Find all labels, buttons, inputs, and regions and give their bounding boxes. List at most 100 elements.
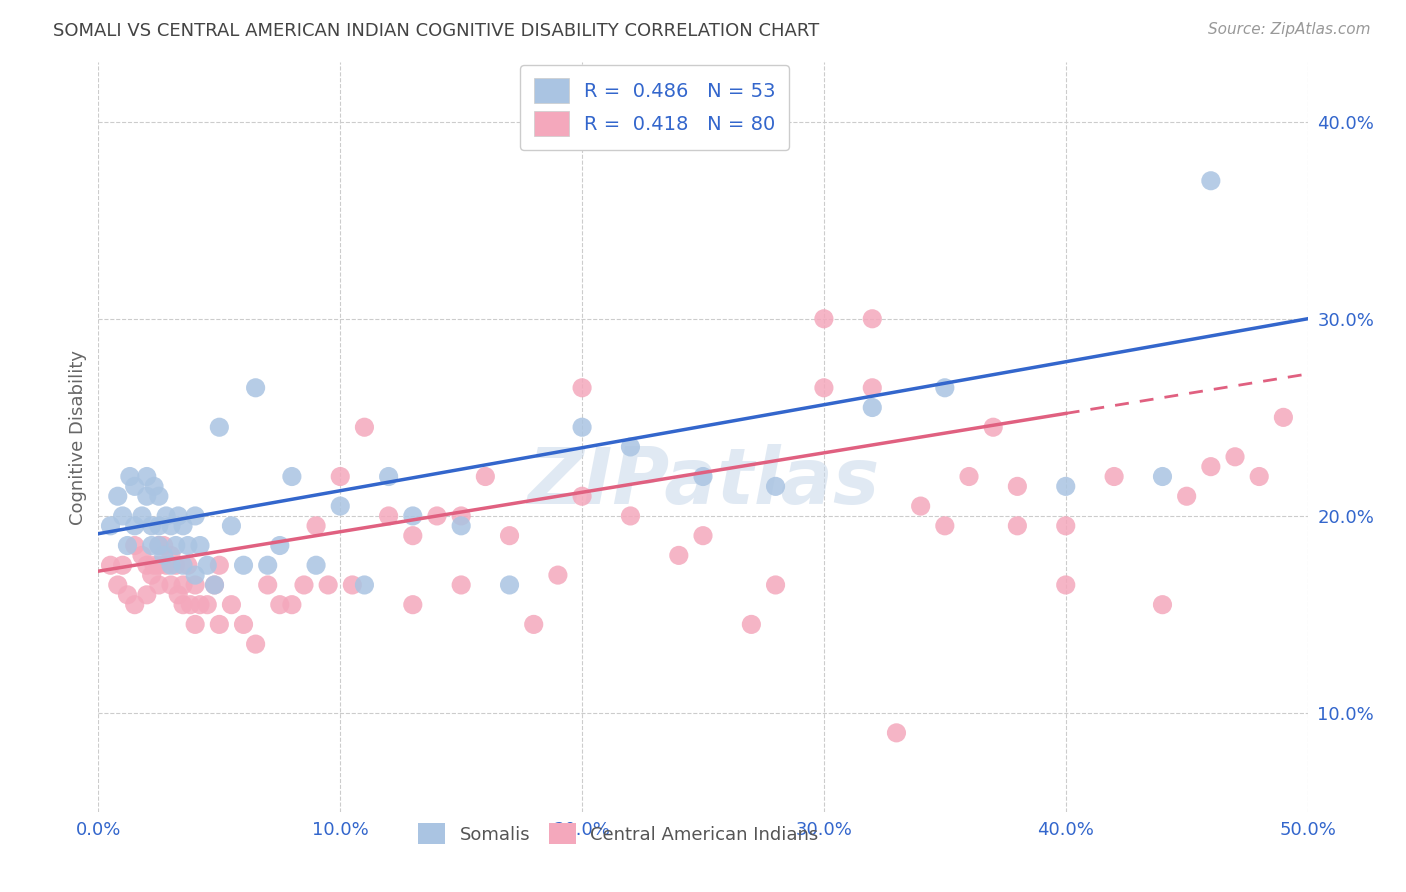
Point: [100, 518, 122, 533]
Point: [155, 558, 177, 573]
Point: [765, 479, 787, 493]
Point: [305, 558, 328, 573]
Point: [188, 598, 211, 612]
Point: [523, 617, 546, 632]
Point: [245, 381, 267, 395]
Point: [124, 479, 146, 493]
Point: [118, 469, 141, 483]
Point: [402, 529, 425, 543]
Point: [692, 529, 714, 543]
Point: [402, 508, 425, 523]
Point: [305, 518, 328, 533]
Point: [1249, 469, 1271, 483]
Point: [160, 518, 183, 533]
Point: [148, 539, 170, 553]
Point: [1007, 479, 1029, 493]
Point: [619, 508, 641, 523]
Point: [402, 598, 425, 612]
Point: [316, 578, 339, 592]
Legend: Somalis, Central American Indians: Somalis, Central American Indians: [411, 816, 825, 851]
Point: [1199, 174, 1222, 188]
Point: [1102, 469, 1125, 483]
Point: [256, 558, 278, 573]
Point: [172, 578, 194, 592]
Point: [135, 489, 157, 503]
Point: [269, 539, 291, 553]
Point: [208, 420, 231, 434]
Point: [141, 518, 163, 533]
Point: [934, 518, 956, 533]
Point: [184, 578, 207, 592]
Point: [292, 578, 315, 592]
Point: [143, 558, 166, 573]
Point: [124, 539, 146, 553]
Point: [619, 440, 641, 454]
Point: [692, 469, 714, 483]
Point: [148, 578, 170, 592]
Point: [860, 311, 883, 326]
Text: Source: ZipAtlas.com: Source: ZipAtlas.com: [1208, 22, 1371, 37]
Point: [498, 529, 520, 543]
Point: [124, 598, 146, 612]
Point: [450, 508, 472, 523]
Point: [148, 489, 170, 503]
Point: [813, 381, 835, 395]
Point: [813, 311, 835, 326]
Point: [329, 499, 352, 513]
Text: SOMALI VS CENTRAL AMERICAN INDIAN COGNITIVE DISABILITY CORRELATION CHART: SOMALI VS CENTRAL AMERICAN INDIAN COGNIT…: [53, 22, 820, 40]
Point: [571, 420, 593, 434]
Point: [1272, 410, 1295, 425]
Point: [474, 469, 496, 483]
Point: [981, 420, 1004, 434]
Point: [740, 617, 762, 632]
Point: [232, 617, 254, 632]
Point: [208, 558, 231, 573]
Point: [353, 578, 375, 592]
Point: [547, 568, 569, 582]
Point: [668, 549, 690, 563]
Point: [208, 617, 231, 632]
Point: [221, 598, 243, 612]
Point: [184, 508, 207, 523]
Point: [281, 469, 304, 483]
Point: [329, 469, 352, 483]
Point: [167, 508, 190, 523]
Point: [204, 578, 226, 592]
Point: [148, 539, 170, 553]
Point: [111, 508, 134, 523]
Point: [860, 401, 883, 415]
Point: [204, 578, 226, 592]
Point: [131, 549, 153, 563]
Point: [353, 420, 375, 434]
Text: ZIPatlas: ZIPatlas: [527, 444, 879, 520]
Point: [450, 518, 472, 533]
Point: [498, 578, 520, 592]
Point: [107, 578, 129, 592]
Point: [1152, 469, 1174, 483]
Point: [148, 558, 170, 573]
Point: [232, 558, 254, 573]
Point: [131, 508, 153, 523]
Point: [111, 558, 134, 573]
Point: [910, 499, 932, 513]
Point: [957, 469, 980, 483]
Point: [172, 558, 194, 573]
Point: [135, 588, 157, 602]
Point: [160, 578, 183, 592]
Point: [124, 518, 146, 533]
Point: [934, 381, 956, 395]
Point: [860, 381, 883, 395]
Point: [160, 549, 183, 563]
Point: [100, 558, 122, 573]
Point: [765, 578, 787, 592]
Point: [571, 381, 593, 395]
Point: [160, 558, 183, 573]
Y-axis label: Cognitive Disability: Cognitive Disability: [69, 350, 87, 524]
Point: [1007, 518, 1029, 533]
Point: [377, 469, 399, 483]
Point: [135, 558, 157, 573]
Point: [135, 469, 157, 483]
Point: [155, 508, 177, 523]
Point: [117, 588, 139, 602]
Point: [426, 508, 449, 523]
